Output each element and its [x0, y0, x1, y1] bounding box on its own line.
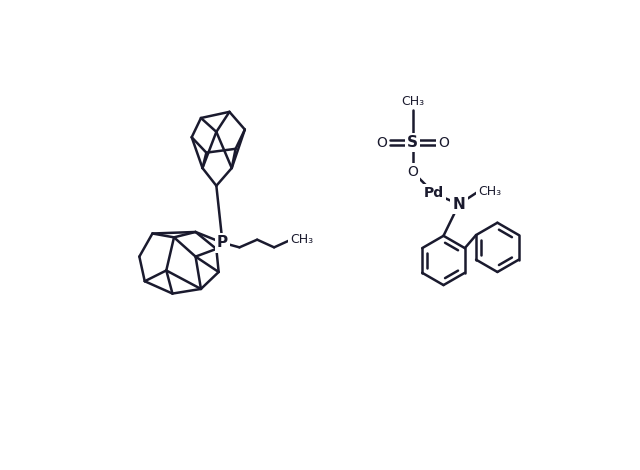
Text: CH₃: CH₃	[478, 185, 501, 198]
Text: P: P	[217, 235, 228, 250]
Text: Pd: Pd	[424, 187, 444, 201]
Text: S: S	[407, 135, 418, 150]
Text: O: O	[376, 136, 387, 149]
Text: O: O	[438, 136, 449, 149]
Text: N: N	[452, 197, 465, 212]
Text: O: O	[407, 165, 418, 179]
Text: CH₃: CH₃	[401, 94, 424, 108]
Text: CH₃: CH₃	[291, 233, 314, 246]
